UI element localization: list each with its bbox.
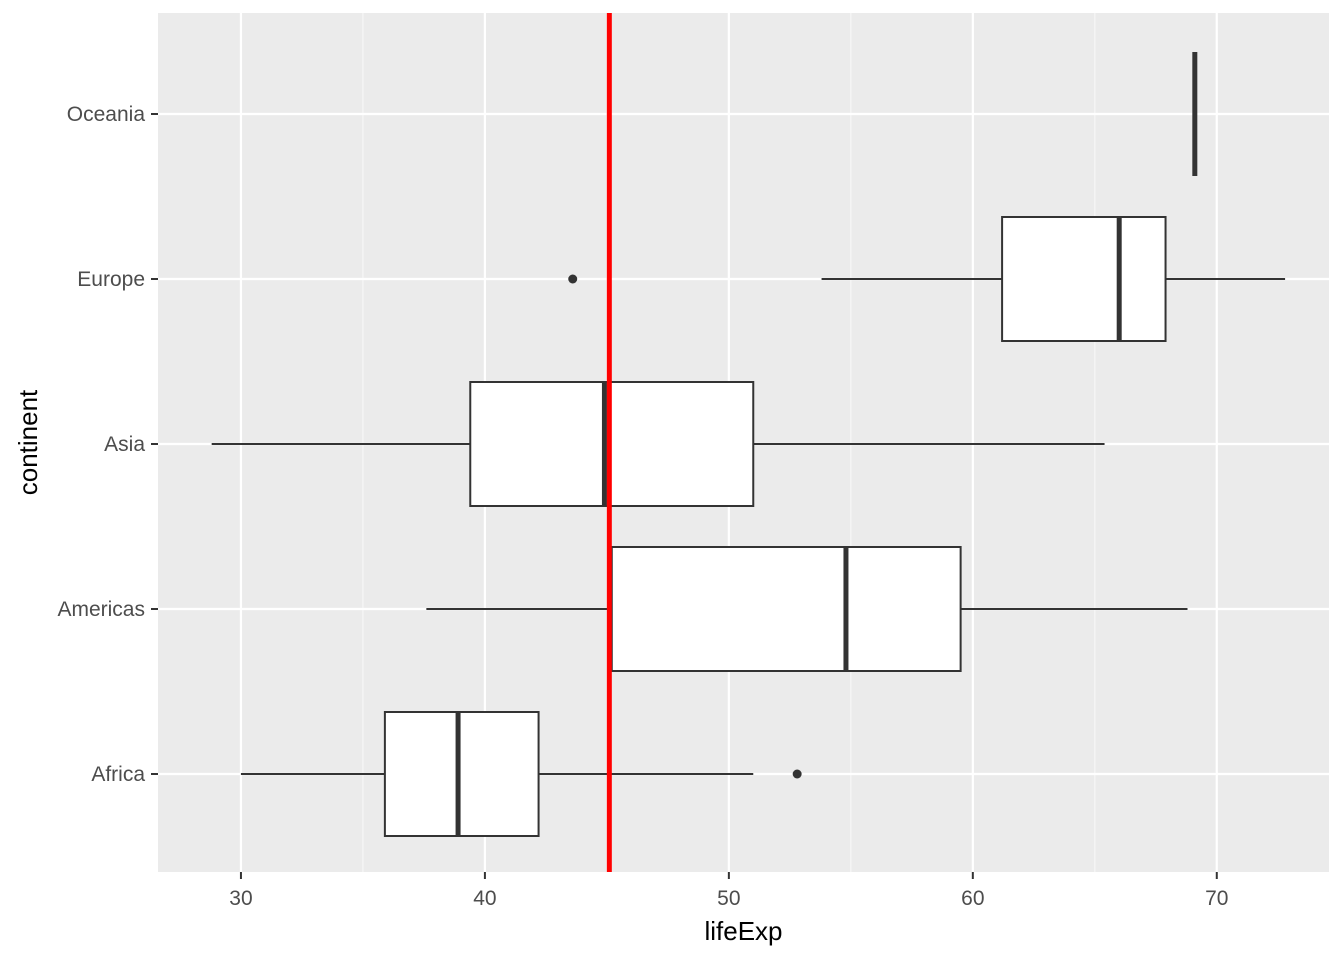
- outlier-point: [792, 769, 802, 779]
- outlier-point: [568, 274, 578, 284]
- data-layer: [211, 13, 1286, 872]
- x-tick-label: 40: [473, 887, 496, 910]
- iqr-box: [610, 546, 962, 672]
- y-tick-label: Europe: [77, 268, 145, 291]
- box-europe: [568, 216, 1286, 342]
- box-africa: [240, 711, 802, 837]
- x-tick-label: 70: [1205, 887, 1228, 910]
- iqr-box: [383, 711, 540, 837]
- y-tick-label: Africa: [91, 763, 145, 786]
- y-tick-label: Asia: [104, 433, 145, 456]
- iqr-box: [1001, 216, 1167, 342]
- x-tick-label: 50: [717, 887, 740, 910]
- y-axis-title: continent: [13, 389, 43, 495]
- y-tick-label: Oceania: [67, 103, 146, 126]
- box-americas: [426, 546, 1188, 672]
- x-tick-label: 30: [229, 887, 252, 910]
- y-tick-label: Americas: [57, 598, 145, 621]
- x-axis-title: lifeExp: [704, 916, 782, 946]
- axes: 30 40 50 60 70 Africa Americas Asia Europe Oceani…: [57, 103, 1228, 910]
- x-tick-label: 60: [961, 887, 984, 910]
